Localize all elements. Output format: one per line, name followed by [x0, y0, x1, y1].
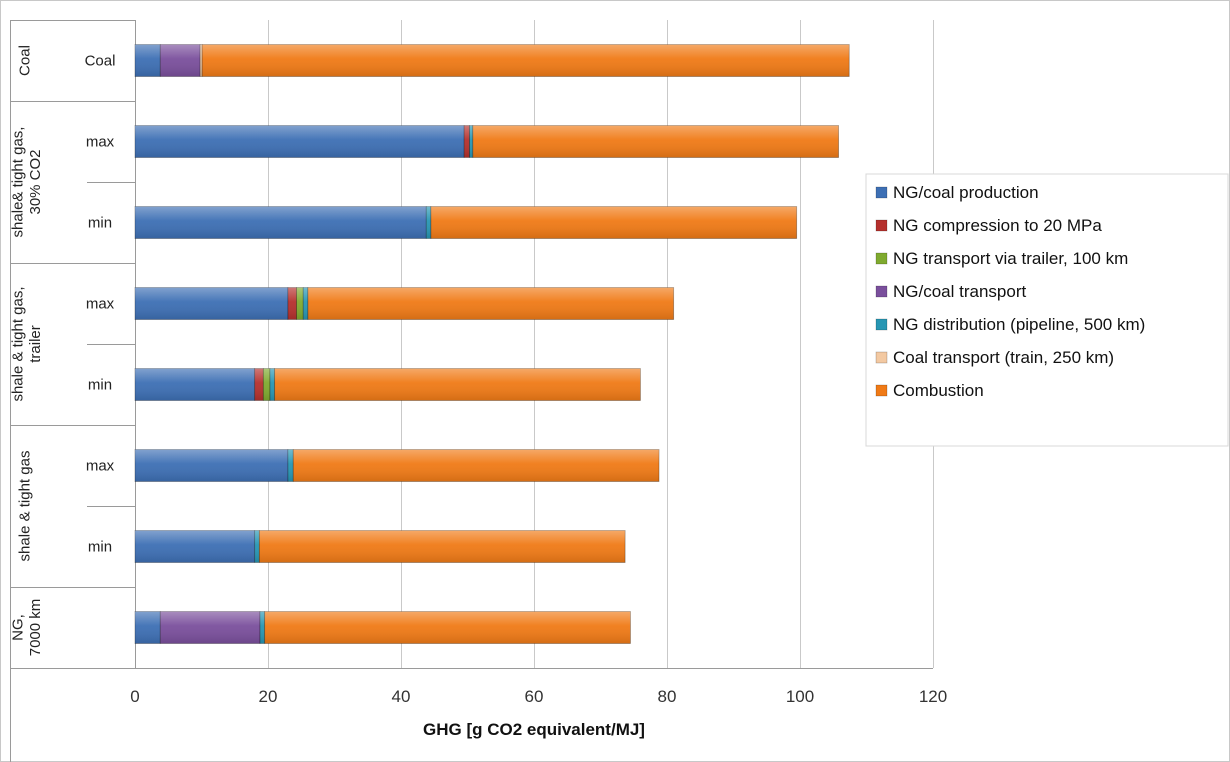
x-tick-label: 100 [786, 687, 814, 706]
legend-label: Combustion [893, 381, 984, 400]
bar-segment-shine [135, 44, 161, 77]
bar-segment-shine [430, 206, 797, 239]
legend-swatch [875, 186, 888, 199]
bar-segment-shine [287, 449, 294, 482]
x-tick-label: 0 [130, 687, 139, 706]
bar-segment-shine [200, 44, 203, 77]
bar-segment-shine [472, 125, 839, 158]
legend-label: NG/coal transport [893, 282, 1026, 301]
bar-segment-shine [135, 368, 255, 401]
x-axis-title: GHG [g CO2 equivalent/MJ] [423, 720, 645, 739]
bar-segment-shine [464, 125, 470, 158]
row-label: min [88, 377, 112, 394]
row-label: Coal [85, 53, 116, 70]
legend-swatch [875, 384, 888, 397]
row-label: max [86, 296, 115, 313]
bar-segment-shine [135, 287, 288, 320]
bar-segment-shine [287, 287, 297, 320]
bar-segment-shine [293, 449, 660, 482]
legend-label: NG transport via trailer, 100 km [893, 249, 1128, 268]
bar-segment-shine [260, 611, 265, 644]
bar-segment-shine [269, 368, 275, 401]
bar-segment-shine [296, 287, 304, 320]
legend-swatch [875, 285, 888, 298]
bars [134, 44, 850, 644]
x-axis: GHG [g CO2 equivalent/MJ] 0 20 40 60 80 100 12… [130, 687, 947, 739]
row-label: min [88, 539, 112, 556]
group-label: shale& tight gas,30% CO2 [10, 127, 44, 238]
bar-segment-shine [263, 368, 270, 401]
group-label: shale & tight gas,trailer [10, 286, 44, 401]
row-label: max [86, 458, 115, 475]
group-label: NG,7000 km [10, 599, 44, 657]
group-label: Coal [16, 45, 33, 76]
bar-segment-shine [135, 611, 161, 644]
legend-swatch [875, 318, 888, 331]
bar-segment-shine [274, 368, 641, 401]
x-tick-label: 40 [392, 687, 411, 706]
bar-segment-shine [259, 530, 626, 563]
legend-label: NG/coal production [893, 183, 1039, 202]
category-axis: Coal Coal shale& tight gas,30% CO2 max min sh… [10, 20, 135, 669]
bar-segment-shine [202, 44, 850, 77]
legend-label: NG distribution (pipeline, 500 km) [893, 315, 1145, 334]
bar-segment-shine [426, 206, 431, 239]
bar-segment-shine [254, 530, 260, 563]
bar-segment-shine [303, 287, 308, 320]
x-tick-label: 120 [919, 687, 947, 706]
legend-swatch [875, 351, 888, 364]
x-tick-label: 20 [259, 687, 278, 706]
legend-label: Coal transport (train, 250 km) [893, 348, 1114, 367]
bar-segment-shine [160, 44, 201, 77]
bar-segment-shine [469, 125, 473, 158]
row-label: max [86, 134, 115, 151]
bar-segment-shine [160, 611, 261, 644]
legend-box [865, 173, 1229, 447]
legend: NG/coal production NG compression to 20 M… [865, 173, 1229, 447]
bar-segment-shine [135, 449, 288, 482]
bar-segment-shine [254, 368, 264, 401]
bar-segment-shine [135, 125, 465, 158]
bar-segment-shine [135, 206, 427, 239]
legend-label: NG compression to 20 MPa [893, 216, 1102, 235]
x-tick-label: 60 [525, 687, 544, 706]
row-label: min [88, 215, 112, 232]
bar-segment-shine [135, 530, 255, 563]
x-tick-label: 80 [658, 687, 677, 706]
group-label: shale & tight gas [16, 451, 33, 562]
legend-swatch [875, 219, 888, 232]
bar-segment-shine [307, 287, 674, 320]
legend-swatch [875, 252, 888, 265]
bar-segment-shine [264, 611, 631, 644]
